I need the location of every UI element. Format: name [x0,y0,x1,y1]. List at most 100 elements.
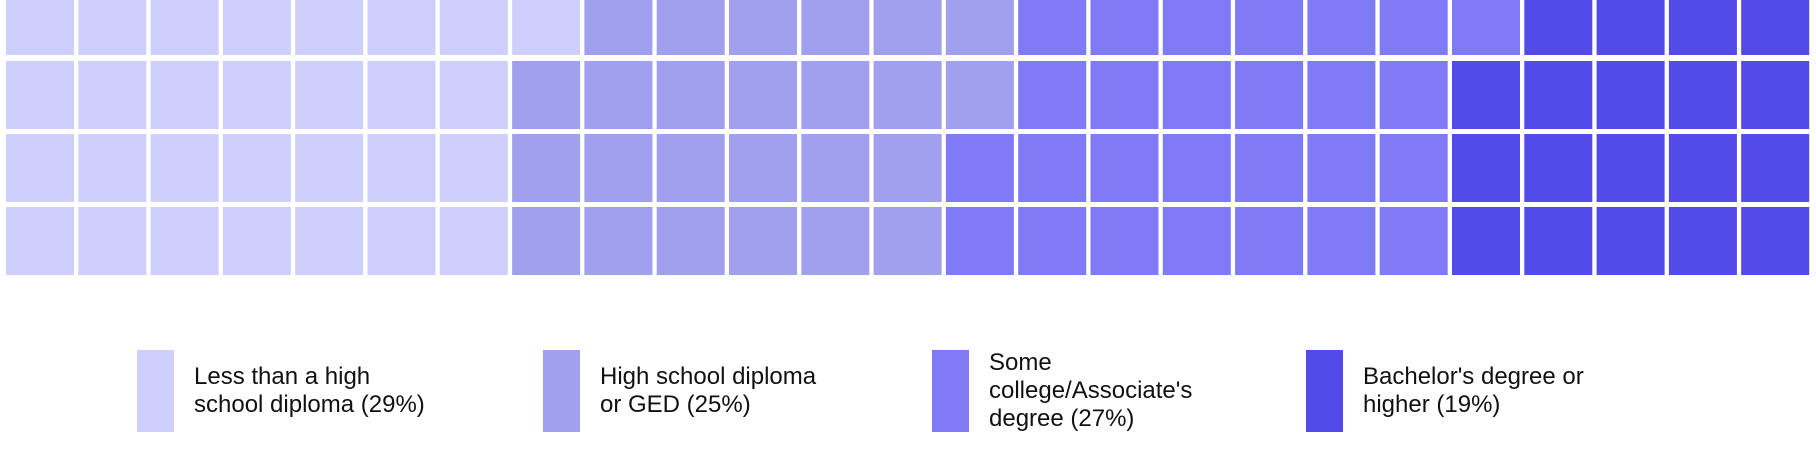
waffle-cell [945,61,1014,129]
waffle-cell [78,0,147,55]
waffle-cell [150,134,219,202]
waffle-cell [1235,134,1304,202]
waffle-cell [1090,207,1159,275]
waffle-cell [584,61,653,129]
waffle-cell [512,134,581,202]
waffle-cell [945,134,1014,202]
waffle-cell [656,61,725,129]
waffle-cell [801,207,870,275]
waffle-cell [1379,134,1448,202]
waffle-cell [6,61,74,129]
waffle-cell [945,207,1014,275]
waffle-cell [222,134,291,202]
waffle-cell [1741,0,1810,55]
waffle-cell [1596,134,1665,202]
legend-label-bachelors-or-higher: Bachelor's degree or higher (19%) [1363,363,1584,418]
waffle-cell [1596,207,1665,275]
waffle-cell [1090,61,1159,129]
waffle-cell [873,207,942,275]
waffle-cell [295,0,364,55]
waffle-cell [1741,134,1810,202]
waffle-cell [584,207,653,275]
waffle-cell [656,0,725,55]
waffle-cell [1379,0,1448,55]
waffle-cell [1235,207,1304,275]
waffle-cell [1668,207,1737,275]
waffle-cell [150,61,219,129]
waffle-cell [1452,0,1520,55]
legend-item-bachelors-or-higher: Bachelor's degree or higher (19%) [1306,350,1584,432]
waffle-cell [222,0,291,55]
waffle-cell [729,207,797,275]
legend-label-high-school-ged: High school diploma or GED (25%) [600,363,817,418]
waffle-cell [873,134,942,202]
waffle-cell [1307,0,1376,55]
waffle-cell [1668,61,1737,129]
waffle-cell [1524,134,1593,202]
waffle-cell [295,61,364,129]
waffle-cell [150,0,219,55]
waffle-cell [1162,0,1231,55]
waffle-cell [1307,61,1376,129]
legend-swatch-less-than-high-school [137,350,174,432]
waffle-cell [6,207,74,275]
waffle-cell [584,0,653,55]
waffle-cell [6,134,74,202]
waffle-cell [1018,207,1087,275]
waffle-cell [1379,61,1448,129]
waffle-cell [1307,134,1376,202]
waffle-cell [367,207,436,275]
waffle-cell [1235,61,1304,129]
waffle-cell [801,134,870,202]
waffle-cell [1452,134,1520,202]
waffle-cell [656,134,725,202]
waffle-cell [1452,61,1520,129]
legend-swatch-bachelors-or-higher [1306,350,1343,432]
legend-item-high-school-ged: High school diploma or GED (25%) [543,350,816,432]
waffle-cell [1018,61,1087,129]
legend-swatch-high-school-ged [543,350,580,432]
waffle-cell [1235,0,1304,55]
waffle-cell [1596,61,1665,129]
legend-swatch-some-college [932,350,969,432]
waffle-cell [78,207,147,275]
waffle-cell [295,207,364,275]
waffle-cell [1090,134,1159,202]
legend-item-less-than-high-school: Less than a high school diploma (29%) [137,350,425,432]
legend: Less than a high school diploma (29%) Hi… [0,349,1816,440]
waffle-cell [729,61,797,129]
waffle-cell [367,61,436,129]
waffle-cell [656,207,725,275]
waffle-cell [78,134,147,202]
waffle-cell [439,134,508,202]
waffle-cell [801,61,870,129]
waffle-cell [873,61,942,129]
waffle-cell [729,134,797,202]
waffle-cell [1018,134,1087,202]
waffle-cell [1162,134,1231,202]
waffle-cell [512,61,581,129]
waffle-chart [6,0,1810,275]
waffle-cell [222,61,291,129]
waffle-cell [439,207,508,275]
waffle-cell [729,0,797,55]
waffle-cell [801,0,870,55]
waffle-cell [367,0,436,55]
waffle-cell [1162,207,1231,275]
waffle-cell [1596,0,1665,55]
waffle-cell [439,0,508,55]
waffle-cell [873,0,942,55]
waffle-cell [1162,61,1231,129]
waffle-cell [1018,0,1087,55]
waffle-cell [945,0,1014,55]
waffle-cell [295,134,364,202]
waffle-cell [1524,0,1593,55]
waffle-cell [150,207,219,275]
legend-label-less-than-high-school: Less than a high school diploma (29%) [194,363,425,418]
waffle-cell [1741,61,1810,129]
waffle-cell [1307,207,1376,275]
waffle-cell [1452,207,1520,275]
waffle-cell [1524,207,1593,275]
waffle-cell [1524,61,1593,129]
waffle-cell [6,0,74,55]
